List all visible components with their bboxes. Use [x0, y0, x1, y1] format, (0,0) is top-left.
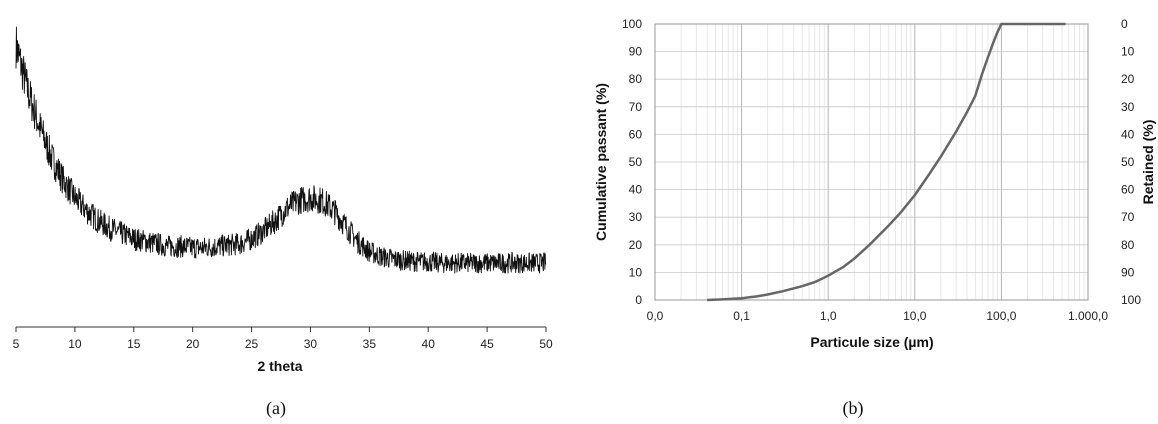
y-tick-label-right: 90 — [1121, 265, 1135, 279]
axis-ticks: 0,0 0,1 1,0 10,0 100,0 1.000,0 0 10 20 30 40 50 60 70… — [622, 17, 1141, 323]
y-axis-title-right: Retained (%) — [1140, 120, 1156, 205]
x-tick-label: 25 — [245, 337, 259, 351]
x-tick-label: 20 — [186, 337, 200, 351]
particle-size-chart: 0,0 0,1 1,0 10,0 100,0 1.000,0 0 10 20 30 40 50 60 70… — [593, 17, 1156, 419]
y-tick-label-left: 20 — [629, 238, 643, 252]
x-tick-label: 100,0 — [986, 309, 1016, 323]
plot-frame — [654, 23, 1089, 301]
x-tick-label: 45 — [480, 337, 494, 351]
xrd-chart: 5 10 15 20 25 30 35 40 45 50 2 theta (a) — [13, 26, 553, 419]
y-tick-label-left: 50 — [629, 155, 643, 169]
caption-b: (b) — [843, 398, 864, 419]
x-axis-title: Particule size (µm) — [810, 334, 933, 350]
y-tick-label-left: 40 — [629, 183, 643, 197]
x-tick-label: 1.000,0 — [1068, 309, 1108, 323]
y-tick-label-left: 60 — [629, 127, 643, 141]
y-tick-label-right: 0 — [1121, 17, 1128, 31]
y-tick-label-right: 30 — [1121, 100, 1135, 114]
x-tick-label: 10 — [68, 337, 82, 351]
y-tick-label-left: 70 — [629, 100, 643, 114]
caption-a: (a) — [266, 398, 286, 419]
x-tick-label: 10,0 — [903, 309, 927, 323]
x-tick-label: 50 — [539, 337, 553, 351]
y-tick-label-left: 80 — [629, 72, 643, 86]
x-tick-label: 35 — [363, 337, 377, 351]
x-tick-label: 30 — [304, 337, 318, 351]
y-axis-title-left: Cumulative passant (%) — [593, 83, 609, 241]
y-tick-label-left: 30 — [629, 210, 643, 224]
cumulative-curve — [707, 22, 1066, 302]
y-tick-label-left: 10 — [629, 265, 643, 279]
y-tick-label-right: 100 — [1121, 293, 1141, 307]
y-tick-label-right: 20 — [1121, 72, 1135, 86]
x-tick-label: 15 — [127, 337, 141, 351]
y-tick-label-right: 40 — [1121, 127, 1135, 141]
xrd-pattern-line — [15, 26, 547, 274]
y-tick-label-right: 50 — [1121, 155, 1135, 169]
y-tick-label-left: 0 — [635, 293, 642, 307]
grid — [654, 23, 1089, 301]
x-axis-title: 2 theta — [257, 358, 302, 374]
x-tick-label: 1,0 — [820, 309, 837, 323]
y-tick-label-right: 80 — [1121, 238, 1135, 252]
y-tick-label-left: 100 — [622, 17, 642, 31]
x-tick-label: 0,1 — [733, 309, 750, 323]
x-tick-label: 5 — [13, 337, 20, 351]
y-tick-label-right: 60 — [1121, 183, 1135, 197]
x-axis-ticks: 5 10 15 20 25 30 35 40 45 50 — [13, 327, 553, 351]
y-tick-label-right: 10 — [1121, 45, 1135, 59]
y-tick-label-left: 90 — [629, 45, 643, 59]
y-tick-label-right: 70 — [1121, 210, 1135, 224]
x-tick-label: 40 — [422, 337, 436, 351]
x-tick-label: 0,0 — [647, 309, 664, 323]
